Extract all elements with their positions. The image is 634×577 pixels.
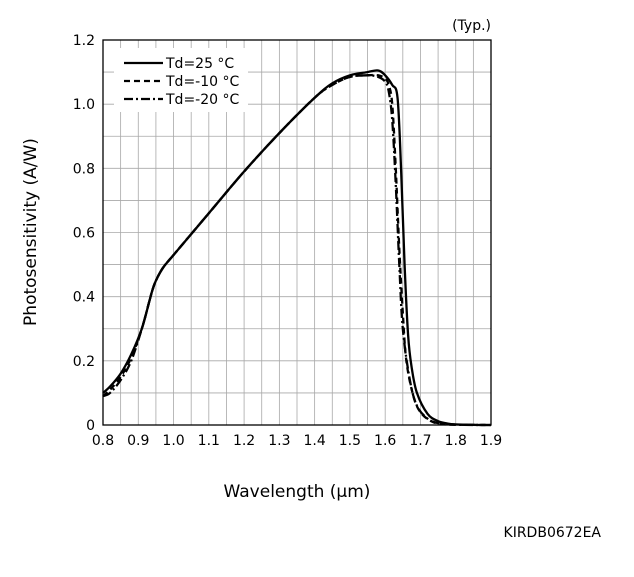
series-line-3 <box>102 74 492 427</box>
x-axis-ticks: 0.8 0.9 1.0 1.1 1.2 1.3 1.4 1.5 1.6 1.7 1.8 1.9 <box>92 433 502 449</box>
y-tick-label: 1.0 <box>73 97 95 113</box>
y-tick-label: 1.2 <box>73 33 95 49</box>
y-tick-label: 0 <box>86 418 95 434</box>
x-tick-label: 1.3 <box>268 433 290 449</box>
x-tick-label: 0.8 <box>92 433 114 449</box>
x-tick-label: 1.4 <box>304 433 326 449</box>
legend-label: Td=25 °C <box>165 56 234 72</box>
series-lines <box>102 69 492 427</box>
x-tick-label: 1.5 <box>339 433 361 449</box>
legend-label: Td=-10 °C <box>165 74 239 90</box>
typical-note: (Typ.) <box>452 18 491 34</box>
legend-label: Td=-20 °C <box>165 92 239 108</box>
x-tick-label: 1.7 <box>409 433 431 449</box>
x-tick-label: 1.6 <box>374 433 396 449</box>
plot-frame <box>102 39 492 426</box>
y-axis-title: Photosensitivity (A/W) <box>21 138 41 326</box>
x-tick-label: 1.9 <box>480 433 502 449</box>
x-tick-label: 1.8 <box>445 433 467 449</box>
x-tick-label: 1.0 <box>162 433 184 449</box>
legend: Td=25 °C Td=-10 °C Td=-20 °C <box>114 48 248 112</box>
x-tick-label: 1.1 <box>198 433 220 449</box>
x-tick-label: 1.2 <box>233 433 255 449</box>
y-tick-label: 0.8 <box>73 161 95 177</box>
y-tick-label: 0.2 <box>73 354 95 370</box>
x-axis-title: Wavelength (µm) <box>224 482 371 502</box>
figure-code: KIRDB0672EA <box>504 525 602 541</box>
y-axis-ticks: 0 0.2 0.4 0.6 0.8 1.0 1.2 <box>73 33 95 434</box>
x-tick-label: 0.9 <box>127 433 149 449</box>
y-tick-label: 0.6 <box>73 226 95 242</box>
y-tick-label: 0.4 <box>73 290 95 306</box>
